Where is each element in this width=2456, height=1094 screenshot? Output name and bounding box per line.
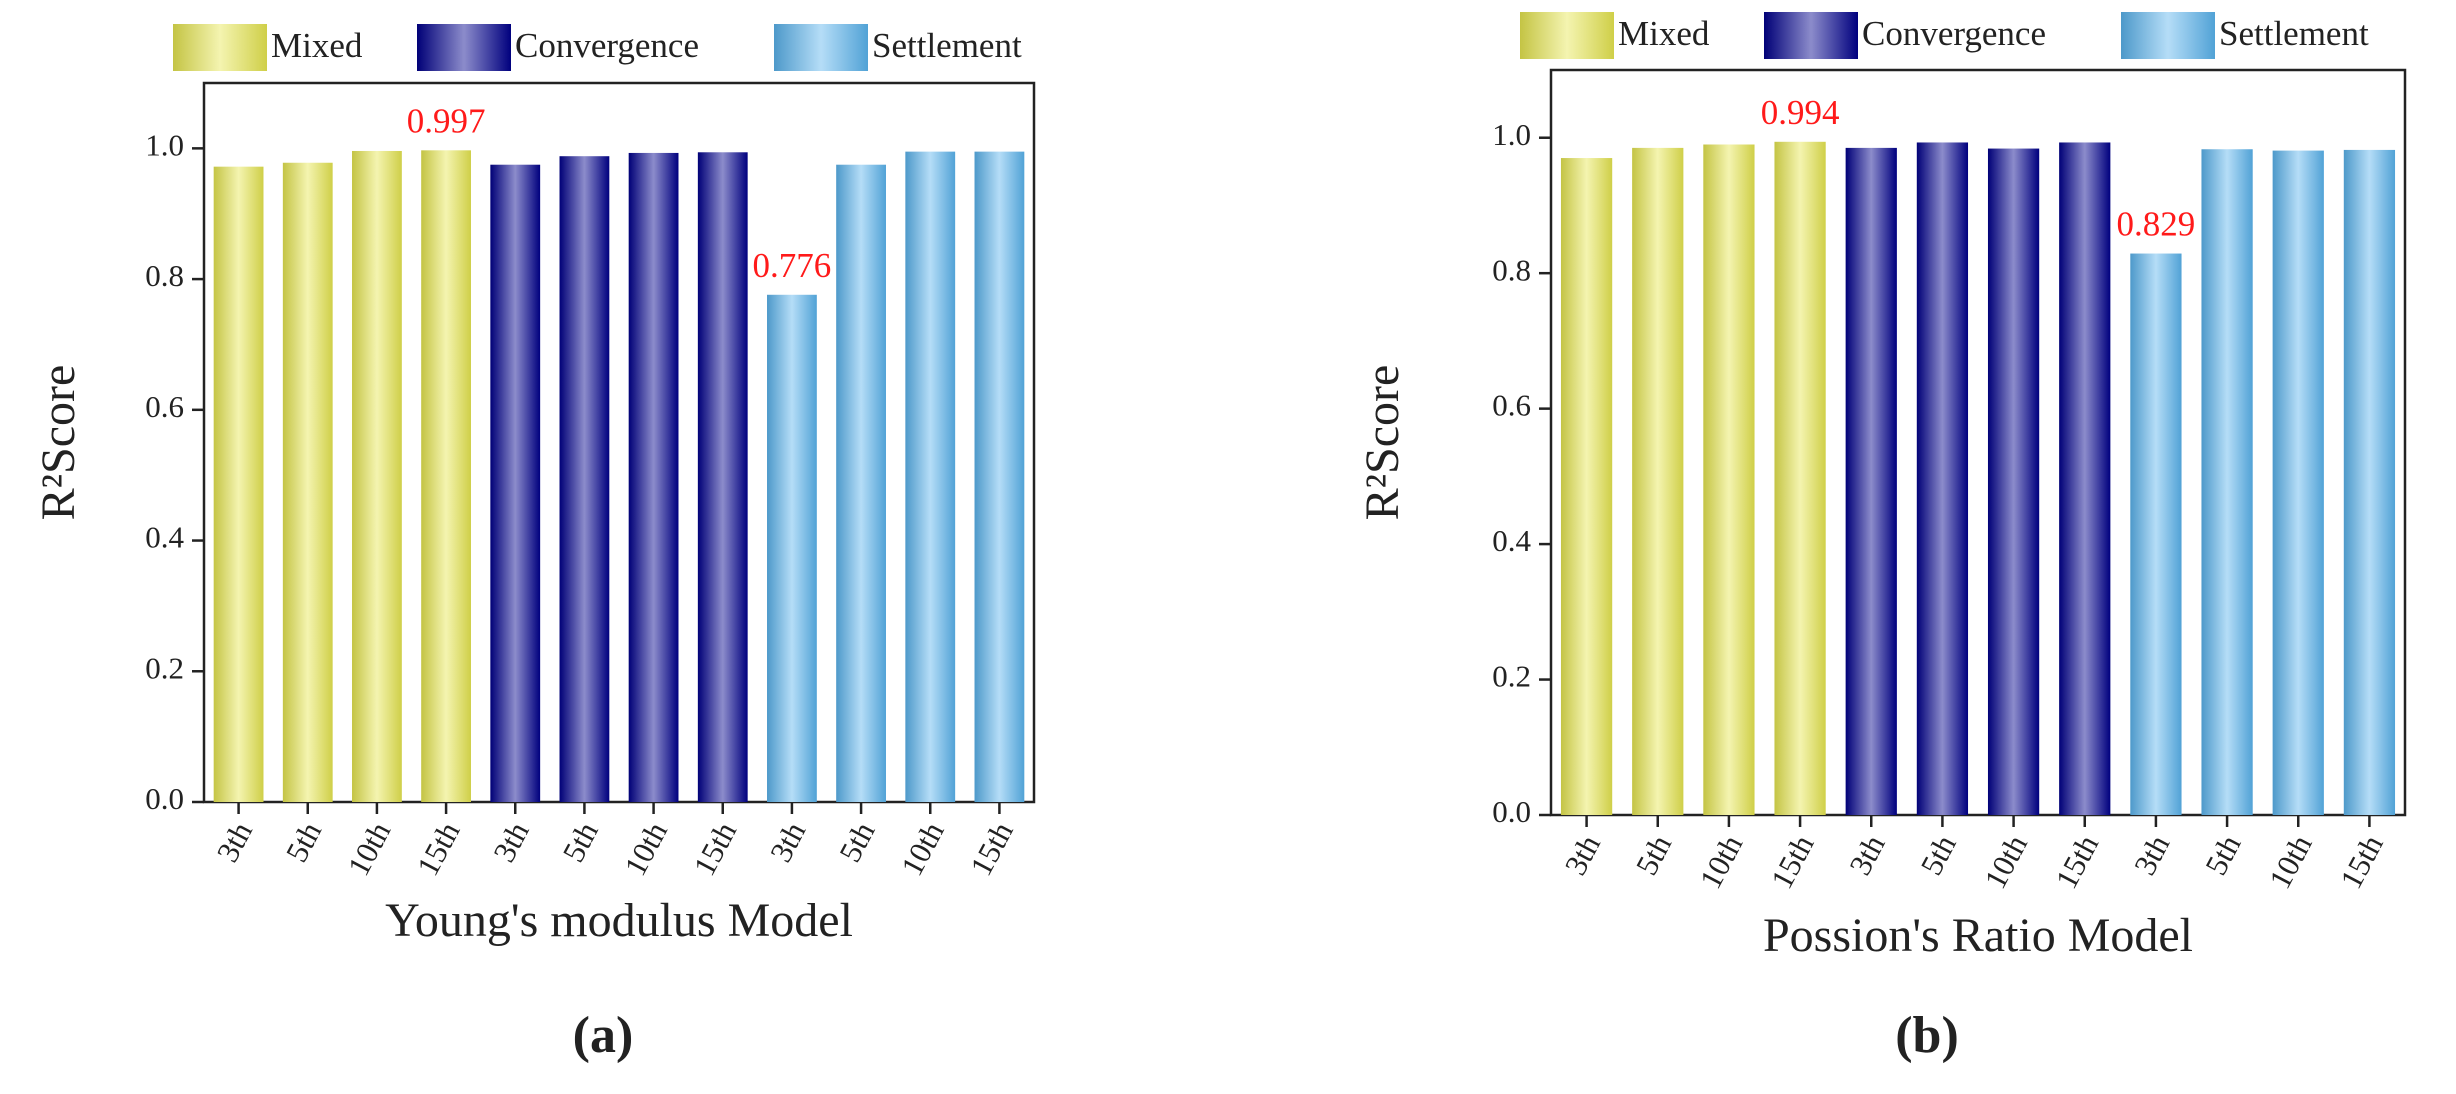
x-tick-label: 15th <box>410 816 467 882</box>
legend-label: Convergence <box>1862 14 2046 53</box>
x-axis-label: Possion's Ratio Model <box>1763 909 2193 962</box>
x-tick-label: 10th <box>1977 829 2034 895</box>
bar <box>2272 150 2324 815</box>
value-label: 0.829 <box>2117 205 2196 244</box>
bar <box>2059 142 2111 815</box>
y-tick-label: 0.6 <box>1492 388 1531 423</box>
y-tick-label: 0.8 <box>1492 252 1531 287</box>
bar <box>905 151 956 802</box>
x-tick-label: 10th <box>341 816 398 882</box>
bar <box>490 164 541 803</box>
x-tick-label: 15th <box>2333 829 2390 895</box>
x-tick-label: 5th <box>2198 829 2248 881</box>
value-label: 0.994 <box>1761 93 1840 132</box>
bar <box>1703 144 1755 815</box>
bar <box>421 150 471 803</box>
bar <box>2130 253 2182 816</box>
x-tick-label: 3th <box>1558 829 1608 881</box>
x-tick-label: 3th <box>763 816 813 868</box>
legend-label: Settlement <box>2219 14 2369 53</box>
value-label: 0.997 <box>407 101 486 140</box>
bar <box>213 166 264 802</box>
bar <box>1916 142 1969 815</box>
x-tick-label: 3th <box>1842 829 1892 881</box>
y-tick-label: 0.4 <box>1492 523 1531 558</box>
legend-swatch <box>774 24 868 71</box>
legend-label: Mixed <box>271 26 363 65</box>
x-tick-label: 5th <box>832 816 882 868</box>
bar <box>1632 147 1684 816</box>
x-tick-label: 15th <box>963 816 1020 882</box>
x-tick-label: 15th <box>2048 829 2105 895</box>
y-tick-label: 1.0 <box>1492 117 1531 152</box>
legend-label: Mixed <box>1618 14 1710 53</box>
bar <box>2343 149 2396 815</box>
y-tick-label: 0.8 <box>145 258 184 293</box>
bar <box>559 156 610 802</box>
y-tick-label: 0.0 <box>145 781 184 816</box>
legend-swatch <box>2121 12 2215 59</box>
x-tick-label: 3th <box>486 816 536 868</box>
bar <box>974 151 1025 802</box>
bar <box>1560 158 1613 815</box>
y-tick-label: 0.2 <box>145 650 184 685</box>
value-label: 0.776 <box>753 246 832 285</box>
x-axis-label: Young's modulus Model <box>385 894 853 947</box>
x-tick-label: 15th <box>686 816 743 882</box>
bar <box>836 164 886 803</box>
x-tick-label: 10th <box>617 816 674 882</box>
bar <box>697 152 748 802</box>
x-tick-label: 5th <box>555 816 605 868</box>
plot-frame <box>1549 68 2407 817</box>
bar <box>2201 149 2253 815</box>
bar <box>767 294 817 802</box>
y-tick-label: 0.6 <box>145 389 184 424</box>
y-tick-label: 1.0 <box>145 127 184 162</box>
x-tick-label: 10th <box>894 816 951 882</box>
bar <box>1845 147 1897 816</box>
legend-label: Settlement <box>872 26 1022 65</box>
bar <box>1987 148 2040 816</box>
x-tick-label: 3th <box>2127 829 2177 881</box>
y-tick-label: 0.0 <box>1492 794 1531 829</box>
x-tick-label: 5th <box>1913 829 1963 881</box>
legend-swatch <box>173 24 267 71</box>
y-tick-label: 0.2 <box>1492 659 1531 694</box>
bar <box>352 150 402 803</box>
panel-label: (a) <box>573 1007 634 1064</box>
x-tick-label: 10th <box>1693 829 1750 895</box>
bar <box>628 152 679 802</box>
y-axis-label: R²Score <box>32 365 85 521</box>
x-tick-label: 5th <box>279 816 329 868</box>
panel-label: (b) <box>1895 1007 1959 1064</box>
bar <box>282 162 333 802</box>
plot-frame <box>202 81 1036 804</box>
y-tick-label: 0.4 <box>145 520 184 555</box>
legend-swatch <box>1520 12 1614 59</box>
legend-label: Convergence <box>515 26 699 65</box>
x-tick-label: 10th <box>2262 829 2319 895</box>
x-tick-label: 5th <box>1629 829 1679 881</box>
x-tick-label: 15th <box>1764 829 1821 895</box>
y-axis-label: R²Score <box>1356 365 1409 521</box>
x-tick-label: 3th <box>210 816 260 868</box>
legend-swatch <box>417 24 511 71</box>
bar <box>1774 141 1826 816</box>
legend-swatch <box>1764 12 1858 59</box>
